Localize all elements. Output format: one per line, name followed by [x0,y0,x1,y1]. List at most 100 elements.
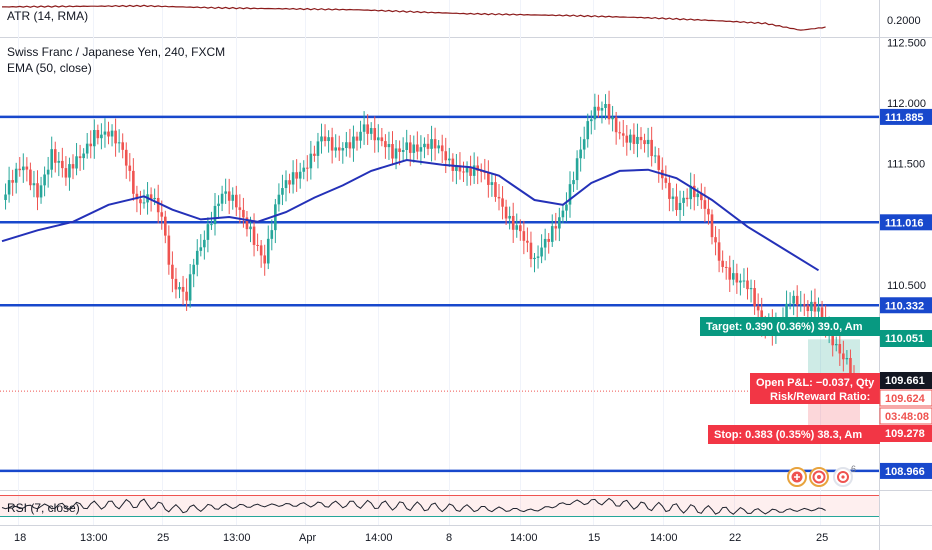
candle-body [174,278,178,290]
candle-body [416,144,419,152]
time-axis[interactable]: 18 13:00 25 13:00 Apr 14:00 8 14:00 15 1… [14,532,828,544]
candle-body [270,230,274,239]
candle-body [664,178,668,183]
level-tag: 111.016 [885,217,924,229]
candle-body [650,139,653,157]
candle-body [611,117,614,120]
candle-body [685,197,689,200]
candle-body [671,196,675,199]
candle-body [192,264,195,275]
price-tick: 112.500 [887,37,926,49]
time-tick: 8 [446,532,452,544]
event-flag-icon[interactable] [787,467,807,487]
candle-body [327,137,330,142]
risk-reward-label[interactable]: Risk/Reward Ratio: [770,391,870,403]
candle-body [68,164,71,178]
atr-indicator-label[interactable]: ATR (14, RMA) [7,9,88,23]
candle-body [607,104,611,120]
candle-body [653,155,657,157]
symbol-title[interactable]: Swiss Franc / Japanese Yen, 240, FXCM [7,45,225,59]
stop-label[interactable]: Stop: 0.383 (0.35%) 38.3, Am [714,429,862,441]
candle-body [504,206,508,219]
price-axis[interactable]: 112.500 112.000 111.500 110.500 [887,37,926,292]
atr-pane: ATR (14, RMA) 0.2000 [1,4,921,31]
rsi-band [0,495,879,516]
candle-body [540,247,543,257]
rsi-line [1,497,826,515]
candle-body [707,208,710,215]
candle-body [323,136,327,142]
candle-body [703,200,707,209]
candle-body [50,149,53,170]
candle-body [756,306,760,311]
candle-body [391,144,394,159]
candle-body [444,151,448,161]
current-price-tag-bg [879,389,932,407]
candle-body [64,168,68,178]
candle-body [717,242,721,261]
candle-body [412,144,416,153]
level-tag: 110.332 [885,300,924,312]
candle-body [156,197,160,213]
time-tick: 18 [14,532,26,544]
candle-body [320,136,323,142]
bar-countdown: 03:48:08 [885,411,929,423]
event-flag-icon[interactable]: 6 [833,464,856,487]
time-tick: 13:00 [80,532,108,544]
target-price-tag: 110.051 [885,333,924,345]
pnl-box-bg [750,373,880,404]
candle-body [39,185,43,198]
candle-body [600,107,604,111]
candle-body [646,139,650,145]
candle-body [440,145,444,152]
level-tag-bg [880,214,932,231]
event-flag-icon[interactable] [809,467,829,487]
candle-body [753,288,756,307]
candle-body [593,106,597,120]
candle-body [536,256,540,258]
candle-body [515,225,519,230]
candle-body [199,247,203,251]
candle-body [458,165,462,172]
ema-indicator-label[interactable]: EMA (50, close) [7,61,92,75]
target-label[interactable]: Target: 0.390 (0.36%) 39.0, Am [706,321,863,333]
stop-price-tag-bg [880,425,932,442]
candle-body [25,166,29,170]
candle-body [519,225,522,232]
candle-body [490,182,494,185]
candle-body [334,147,337,151]
candle-body [678,202,682,211]
candle-body [167,235,171,265]
event-icons[interactable]: 6 [787,464,856,487]
candle-body [359,131,362,141]
candle-body [139,199,142,204]
level-tags: 111.885 111.016 110.332 108.966 [880,108,932,479]
candle-body [795,295,799,305]
candle-body [362,124,366,132]
position-tool[interactable]: Target: 0.390 (0.36%) 39.0, Am 110.051 O… [700,317,932,444]
price-tick: 112.000 [887,98,926,110]
candle-body [259,245,263,256]
candle-body [586,121,590,140]
candle-body [419,147,423,152]
candle-body [625,135,629,143]
candle-body [160,212,164,217]
rsi-indicator-label[interactable]: RSI (7, close) [7,501,80,515]
candle-body [206,224,210,240]
candle-body [472,165,476,176]
candle-body [85,143,89,154]
candle-body [849,357,852,378]
candle-body [710,214,714,238]
candle-body [746,280,749,290]
candle-body [735,273,739,283]
candle-body [281,188,284,195]
candle-body [572,180,575,185]
candle-body [405,142,408,150]
candle-body [210,224,213,226]
open-pnl-label[interactable]: Open P&L: −0.037, Qty [756,377,875,389]
stop-label-bg [708,425,880,444]
level-tag-bg [880,462,932,479]
candle-body [7,180,11,195]
